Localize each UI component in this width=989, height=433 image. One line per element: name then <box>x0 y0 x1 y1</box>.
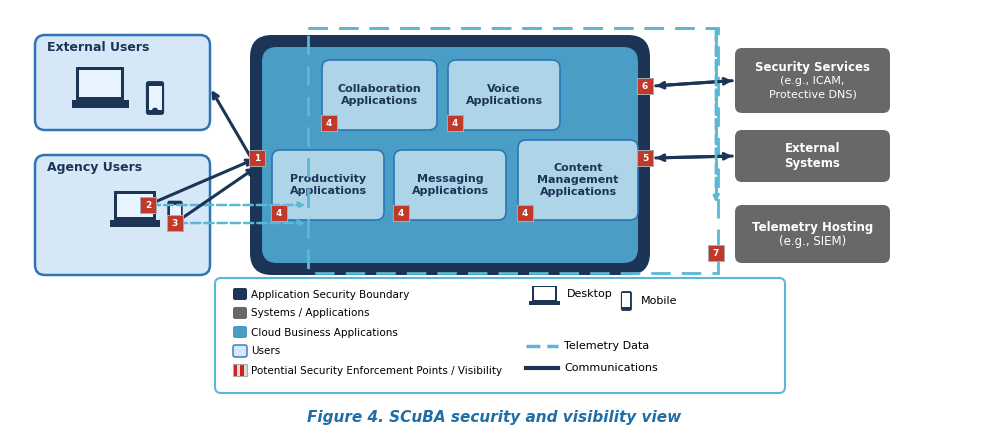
Text: 4: 4 <box>398 209 405 218</box>
Text: (e.g., ICAM,: (e.g., ICAM, <box>780 77 845 87</box>
Bar <box>139 197 156 213</box>
Bar <box>76 67 124 100</box>
Bar <box>529 301 560 305</box>
Bar <box>140 197 155 213</box>
Bar <box>393 204 409 222</box>
FancyBboxPatch shape <box>250 35 650 275</box>
Bar <box>532 286 557 301</box>
Text: Content
Management
Applications: Content Management Applications <box>537 163 619 197</box>
Text: 4: 4 <box>452 119 458 128</box>
Text: Application Security Boundary: Application Security Boundary <box>251 290 409 300</box>
Text: Figure 4. SCuBA security and visibility view: Figure 4. SCuBA security and visibility … <box>308 410 681 425</box>
FancyBboxPatch shape <box>448 60 560 130</box>
FancyBboxPatch shape <box>735 48 890 113</box>
Bar <box>517 206 532 220</box>
Bar <box>248 149 265 167</box>
Text: Security Services: Security Services <box>755 61 870 74</box>
Bar <box>166 214 184 232</box>
Bar <box>71 100 129 107</box>
Text: 7: 7 <box>713 249 719 258</box>
Text: (e.g., SIEM): (e.g., SIEM) <box>779 236 847 249</box>
Bar <box>320 114 337 132</box>
Bar <box>169 205 181 225</box>
FancyBboxPatch shape <box>621 291 632 311</box>
Bar <box>271 204 288 222</box>
Bar <box>321 116 336 130</box>
FancyBboxPatch shape <box>322 60 437 130</box>
Text: Messaging
Applications: Messaging Applications <box>411 174 489 196</box>
Bar <box>534 287 555 300</box>
FancyBboxPatch shape <box>233 326 247 338</box>
Text: External Users: External Users <box>47 41 149 54</box>
Bar <box>708 246 724 261</box>
Text: Cloud Business Applications: Cloud Business Applications <box>251 327 398 337</box>
Text: 4: 4 <box>522 209 528 218</box>
Bar <box>272 206 287 220</box>
Text: 2: 2 <box>144 201 151 210</box>
Bar <box>638 78 653 94</box>
Bar <box>148 86 161 110</box>
Bar <box>394 206 408 220</box>
FancyBboxPatch shape <box>146 81 164 115</box>
FancyBboxPatch shape <box>215 278 785 393</box>
Bar <box>167 216 183 230</box>
Circle shape <box>173 224 177 228</box>
Text: Communications: Communications <box>565 363 658 373</box>
Bar <box>637 78 654 94</box>
Text: 4: 4 <box>276 209 282 218</box>
FancyBboxPatch shape <box>272 150 384 220</box>
Bar <box>79 70 121 97</box>
FancyBboxPatch shape <box>35 35 210 130</box>
Bar <box>111 220 159 226</box>
Bar <box>117 194 153 217</box>
Text: Mobile: Mobile <box>641 296 676 306</box>
Bar <box>446 114 464 132</box>
Text: Protective DNS): Protective DNS) <box>768 90 856 100</box>
Bar <box>243 364 247 376</box>
FancyBboxPatch shape <box>518 140 638 220</box>
Text: Desktop: Desktop <box>567 289 612 299</box>
Text: Agency Users: Agency Users <box>47 161 142 174</box>
Bar <box>236 364 240 376</box>
Text: Voice
Applications: Voice Applications <box>466 84 543 106</box>
FancyBboxPatch shape <box>262 47 638 263</box>
Text: 6: 6 <box>642 82 648 91</box>
Text: Collaboration
Applications: Collaboration Applications <box>337 84 421 106</box>
FancyBboxPatch shape <box>233 307 247 319</box>
FancyBboxPatch shape <box>735 205 890 263</box>
Circle shape <box>152 108 157 113</box>
Text: Users: Users <box>251 346 280 356</box>
Bar <box>249 151 264 165</box>
Bar <box>707 245 725 262</box>
Bar <box>233 364 247 376</box>
FancyBboxPatch shape <box>394 150 506 220</box>
Bar <box>114 191 156 220</box>
Bar <box>638 151 653 165</box>
Text: Telemetry Hosting: Telemetry Hosting <box>752 220 873 233</box>
Text: Telemetry Data: Telemetry Data <box>565 341 650 351</box>
Text: Systems / Applications: Systems / Applications <box>251 308 370 319</box>
Text: 5: 5 <box>642 154 648 163</box>
Text: Potential Security Enforcement Points / Visibility: Potential Security Enforcement Points / … <box>251 365 502 375</box>
Bar <box>447 116 463 130</box>
Bar <box>516 204 533 222</box>
Bar <box>240 364 243 376</box>
FancyBboxPatch shape <box>735 130 890 182</box>
Bar <box>308 28 718 273</box>
Text: 3: 3 <box>172 219 178 228</box>
FancyBboxPatch shape <box>167 201 183 229</box>
Text: External
Systems: External Systems <box>784 142 841 170</box>
Text: 1: 1 <box>254 154 260 163</box>
Text: Productivity
Applications: Productivity Applications <box>290 174 367 196</box>
Bar <box>233 364 236 376</box>
Bar <box>637 149 654 167</box>
FancyBboxPatch shape <box>35 155 210 275</box>
Bar <box>622 293 630 307</box>
Text: 4: 4 <box>325 119 332 128</box>
FancyBboxPatch shape <box>233 345 247 357</box>
FancyBboxPatch shape <box>233 288 247 300</box>
